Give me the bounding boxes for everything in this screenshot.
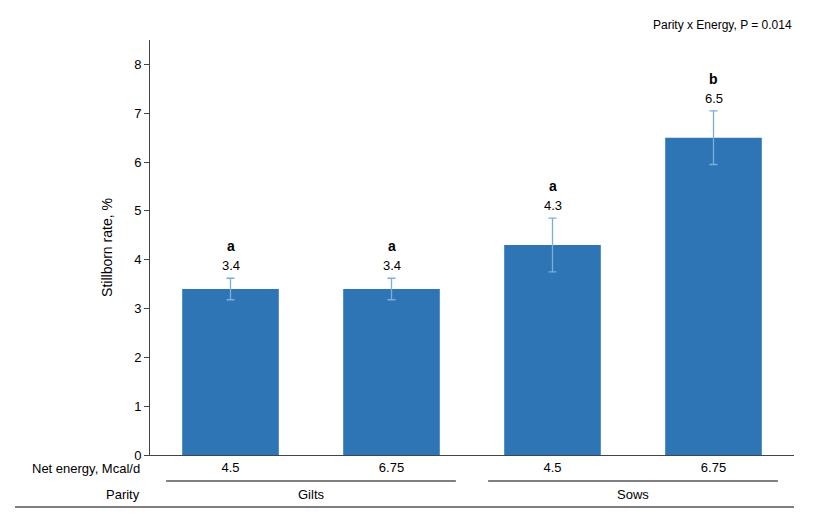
svg-text:3.4: 3.4 — [222, 258, 240, 273]
svg-text:3: 3 — [134, 301, 141, 316]
svg-text:0: 0 — [134, 448, 141, 463]
svg-text:b: b — [709, 71, 718, 87]
svg-text:a: a — [549, 178, 557, 194]
svg-text:Sows: Sows — [617, 487, 649, 502]
svg-text:Parity x Energy, P = 0.014: Parity x Energy, P = 0.014 — [653, 18, 792, 32]
svg-text:a: a — [388, 238, 396, 254]
svg-text:3.4: 3.4 — [383, 258, 401, 273]
svg-text:6.75: 6.75 — [701, 460, 726, 475]
svg-text:4.5: 4.5 — [221, 460, 239, 475]
svg-text:5: 5 — [134, 203, 141, 218]
svg-text:6.75: 6.75 — [379, 460, 404, 475]
svg-text:6: 6 — [134, 155, 141, 170]
svg-text:Parity: Parity — [106, 487, 140, 502]
svg-text:4: 4 — [134, 252, 141, 267]
svg-text:Stillborn rate, %: Stillborn rate, % — [99, 198, 115, 297]
svg-text:4.5: 4.5 — [543, 460, 561, 475]
svg-text:6.5: 6.5 — [705, 91, 723, 106]
svg-text:4.3: 4.3 — [544, 198, 562, 213]
svg-text:1: 1 — [134, 399, 141, 414]
svg-text:7: 7 — [134, 106, 141, 121]
svg-text:Gilts: Gilts — [298, 487, 325, 502]
svg-text:a: a — [227, 238, 235, 254]
svg-text:2: 2 — [134, 350, 141, 365]
svg-text:8: 8 — [134, 57, 141, 72]
svg-text:Net energy, Mcal/d: Net energy, Mcal/d — [32, 461, 140, 476]
